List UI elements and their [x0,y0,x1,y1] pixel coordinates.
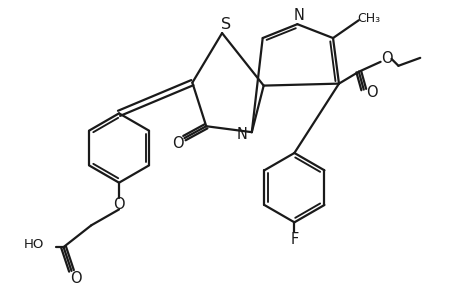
Text: CH₃: CH₃ [356,12,380,25]
Text: N: N [236,127,247,142]
Text: HO: HO [23,238,44,250]
Text: O: O [171,136,183,151]
Text: O: O [380,51,392,66]
Text: O: O [113,197,124,212]
Text: O: O [69,271,81,286]
Text: S: S [220,17,230,32]
Text: F: F [290,232,298,247]
Text: O: O [365,85,377,100]
Text: N: N [293,8,304,23]
